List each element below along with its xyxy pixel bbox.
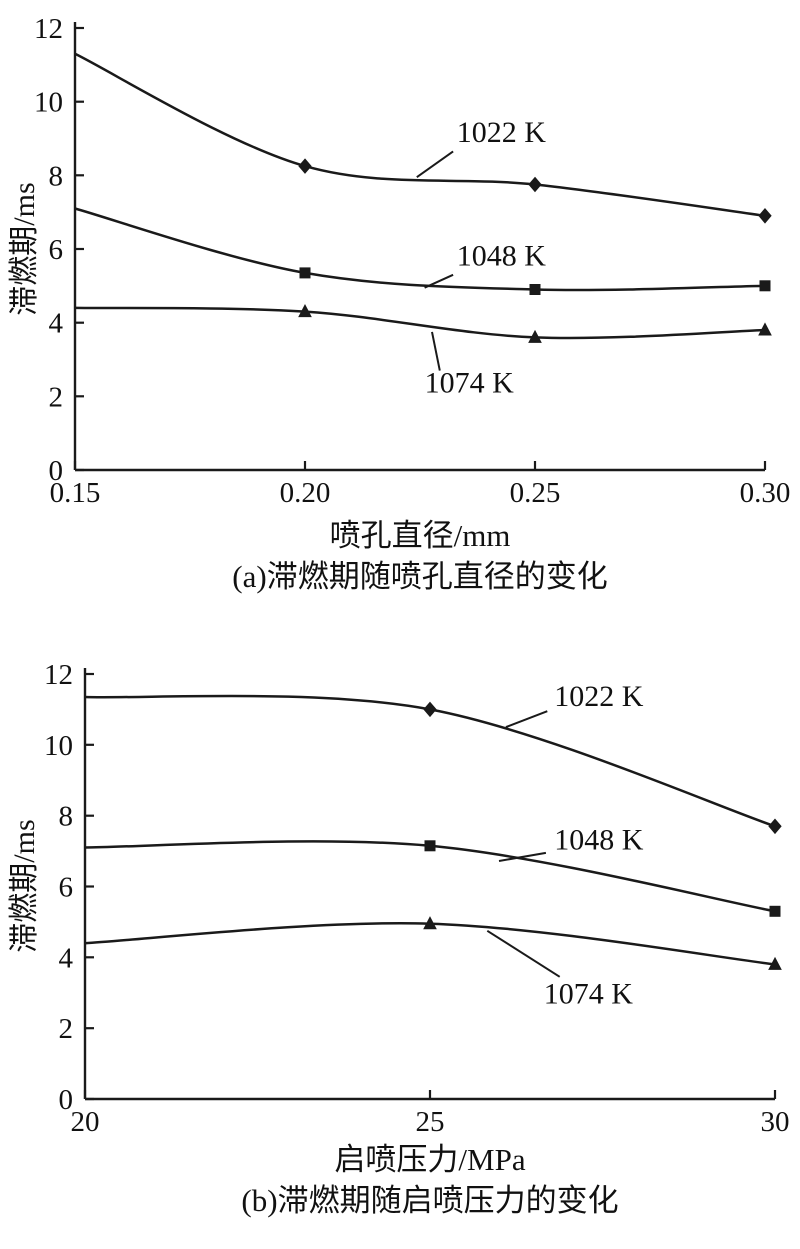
annotation-label: 1022 K [554,680,644,713]
chart-b-y-axis-title: 滞燃期/ms [8,819,41,953]
annotation-leader-line [505,710,548,729]
marker-square [529,284,541,295]
marker-triangle [298,304,312,318]
annotation-label: 1048 K [457,240,547,273]
chart-a: 滞燃期/ms 0 2 4 6 8 10 12 0.15 0.20 0.25 0.30 1022 K 10… [0,0,800,598]
annotation-label: 1074 K [544,977,634,1010]
marker-triangle [528,329,542,343]
marker-triangle [423,916,437,930]
series-line-1074K [74,306,766,340]
y-tick-label: 12 [34,13,63,45]
marker-triangle [768,956,782,970]
y-tick-label: 6 [59,872,74,904]
marker-diamond [423,701,437,718]
chart-a-caption: (a)滞燃期随喷孔直径的变化 [232,559,608,594]
annotation-leader-line [416,150,454,179]
y-tick-label: 10 [44,730,73,762]
y-tick-label: 2 [59,1013,74,1045]
y-tick-label: 8 [59,801,74,833]
marker-diamond [528,176,542,193]
annotation-leader-line [431,331,441,371]
x-tick-label: 20 [71,1106,100,1136]
marker-diamond [298,158,312,174]
annotation-leader-line [424,273,454,289]
x-tick-label: 0.30 [740,477,791,509]
annotation-leader-line [498,851,547,862]
chart-b-caption: (b)滞燃期随启喷压力的变化 [241,1183,619,1218]
chart-b-plot: 0 2 4 6 8 10 12 20 25 30 1022 K 1048 K 1074 K [44,659,790,1136]
chart-b-x-axis-title: 启喷压力/MPa [334,1142,526,1177]
series-line-1074K [84,922,776,966]
x-tick-label: 0.25 [510,477,561,509]
y-tick-label: 4 [59,942,74,974]
marker-diamond [758,208,772,224]
annotation-leader-line [486,929,561,978]
annotation-label: 1022 K [457,116,547,149]
y-tick-label: 6 [49,234,64,266]
y-tick-label: 10 [34,87,63,119]
y-tick-label: 0 [49,455,64,487]
series-line-1022K [74,52,766,218]
x-tick-label: 30 [761,1106,790,1136]
chart-a-plot: 0 2 4 6 8 10 12 0.15 0.20 0.25 0.30 1022 K 1048 K 107… [34,13,791,509]
y-tick-label: 8 [49,160,64,192]
x-tick-label: 25 [416,1106,445,1136]
annotation-label: 1048 K [554,823,644,856]
series-line-1048K [74,207,766,292]
marker-diamond [768,818,782,835]
marker-square [759,280,771,292]
chart-a-x-axis-title: 喷孔直径/mm [329,518,511,553]
series-line-1048K [84,840,776,913]
y-tick-label: 2 [49,381,64,413]
marker-square [769,905,781,917]
x-tick-label: 0.20 [280,477,331,509]
y-tick-label: 4 [49,308,64,340]
y-tick-label: 12 [44,659,73,691]
annotation-label: 1074 K [425,367,514,400]
chart-a-y-axis-title: 滞燃期/ms [8,182,41,316]
chart-b: 滞燃期/ms 0 2 4 6 8 10 12 20 25 30 1022 K 1048 K 1074 K… [0,654,800,1222]
marker-triangle [758,322,772,336]
marker-square [424,840,436,852]
marker-square [299,267,311,279]
y-tick-label: 0 [59,1084,74,1116]
x-tick-label: 0.15 [50,477,101,509]
